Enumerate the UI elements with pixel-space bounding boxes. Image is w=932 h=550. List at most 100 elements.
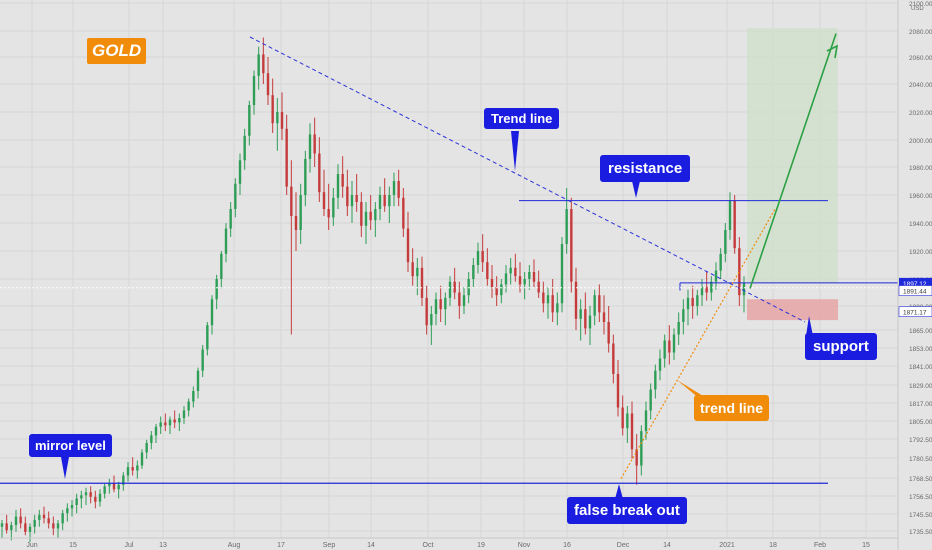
candle	[663, 334, 666, 368]
candle-body	[668, 340, 671, 353]
gold-symbol-label: GOLD	[87, 38, 147, 64]
candle	[542, 281, 545, 313]
candle-body	[346, 186, 349, 207]
projection-arrowhead	[826, 44, 839, 59]
candle-body	[84, 492, 88, 496]
candle-body	[425, 297, 428, 326]
candle-body	[355, 195, 358, 202]
candle-body	[140, 452, 144, 466]
candle	[154, 423, 158, 443]
candle	[61, 509, 64, 531]
candle	[276, 98, 279, 151]
candle-body	[145, 442, 148, 453]
candle-body	[682, 309, 685, 322]
candle-body	[532, 272, 536, 282]
candle-body	[700, 287, 704, 296]
candle-body	[658, 358, 662, 371]
candle	[313, 117, 316, 167]
price-tick-label: 1853.00	[909, 346, 932, 353]
candle	[733, 195, 736, 254]
candle	[187, 398, 190, 417]
candle-body	[173, 419, 176, 423]
candle	[131, 457, 134, 476]
price-tick-label: 1817.00	[909, 401, 932, 408]
candle	[672, 328, 676, 360]
candle-body	[565, 209, 568, 244]
candle-body	[10, 525, 13, 531]
candle-body	[705, 287, 708, 293]
candle-body	[136, 465, 139, 471]
candle	[593, 289, 596, 326]
candle-body	[738, 248, 741, 296]
candle-body	[616, 373, 620, 408]
candle-body	[5, 523, 8, 531]
candle-body	[392, 181, 396, 195]
candle	[598, 284, 601, 322]
drawn-lines	[0, 33, 898, 499]
candle	[677, 312, 680, 345]
price-tick-label: 1768.50	[909, 476, 932, 483]
candle	[294, 192, 298, 251]
candle-body	[14, 516, 18, 526]
candle-body	[327, 209, 330, 218]
candle-body	[621, 407, 624, 429]
candle	[523, 272, 526, 300]
candle	[714, 262, 718, 290]
candle-body	[509, 267, 512, 274]
candle-body	[430, 314, 433, 326]
candle-body	[640, 431, 643, 466]
price-axis-bg	[898, 0, 932, 550]
candle-body	[654, 370, 657, 390]
candle	[33, 514, 36, 534]
candle-body	[448, 281, 452, 298]
candle	[392, 172, 396, 207]
candle	[80, 490, 83, 509]
candle-body	[285, 128, 288, 187]
candle-body	[644, 410, 648, 432]
candle	[374, 202, 377, 237]
candle	[24, 516, 27, 536]
candle-body	[626, 413, 629, 429]
candle	[453, 267, 456, 300]
candle	[434, 292, 438, 326]
candle	[612, 334, 615, 384]
candle-body	[467, 279, 470, 296]
time-tick-label: 14	[367, 542, 375, 549]
candle	[5, 514, 8, 534]
candle-body	[444, 297, 447, 310]
candle-body	[94, 496, 97, 502]
candle	[495, 276, 498, 306]
candle-body	[42, 514, 46, 519]
candle	[117, 481, 120, 499]
candle	[420, 256, 424, 306]
candle-body	[229, 209, 232, 229]
candle-body	[131, 467, 134, 471]
candle-body	[542, 292, 545, 304]
candle-body	[420, 267, 424, 298]
false-break-out-pointer	[615, 484, 623, 499]
trend-line-orange-pointer	[677, 380, 708, 399]
price-tick-label: 1735.50	[909, 529, 932, 536]
candle	[262, 37, 265, 84]
candle-body	[220, 253, 223, 279]
candle	[369, 195, 372, 230]
candle-body	[248, 105, 251, 136]
candle-body	[406, 228, 410, 263]
candle-body	[719, 253, 722, 271]
time-tick-label: 15	[69, 542, 77, 549]
candle	[644, 401, 648, 440]
candle-body	[154, 426, 158, 436]
candle	[500, 279, 503, 304]
candle-body	[294, 216, 298, 230]
candle	[682, 299, 685, 335]
candle	[168, 416, 172, 434]
ascending-trend-line	[620, 208, 776, 480]
candle-body	[710, 281, 713, 293]
candle-body	[308, 134, 312, 159]
candle-body	[280, 112, 284, 129]
candle-body	[663, 340, 666, 359]
candle	[481, 234, 484, 272]
candle-body	[112, 483, 116, 490]
candle-body	[304, 158, 307, 195]
